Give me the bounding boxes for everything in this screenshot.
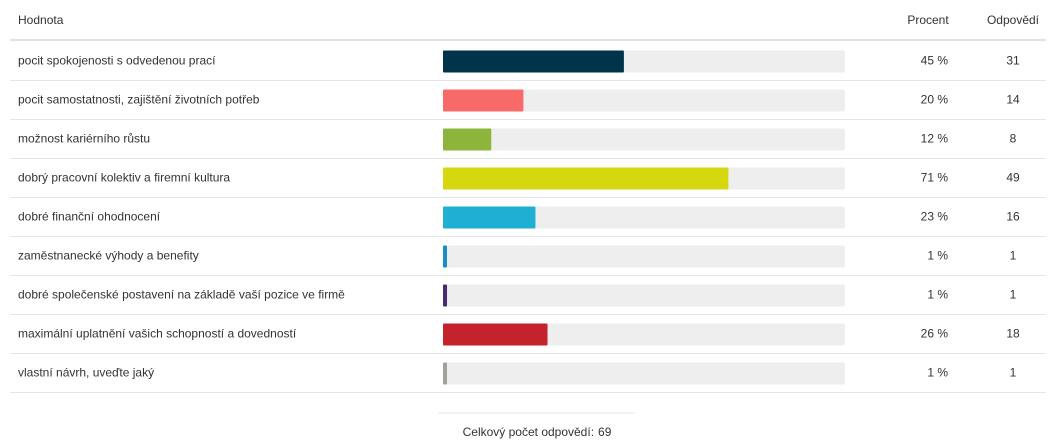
bar [443, 245, 448, 268]
bar [443, 89, 524, 112]
percent-label: 1 % [927, 249, 948, 263]
percent-label: 45 % [921, 54, 949, 68]
bar-track [443, 206, 845, 229]
bar [443, 167, 729, 190]
bar [443, 206, 536, 229]
percent-label: 71 % [921, 171, 949, 185]
row-label: pocit spokojenosti s odvedenou prací [18, 54, 216, 68]
count-label: 31 [1006, 54, 1020, 68]
bar-track [443, 245, 845, 268]
header-count: Odpovědí [987, 13, 1040, 27]
bar [443, 362, 448, 385]
total-value: 69 [598, 425, 612, 439]
row-label: maximální uplatnění vašich schopností a … [18, 327, 297, 341]
percent-label: 23 % [921, 210, 949, 224]
bar [443, 323, 548, 346]
row-label: dobré společenské postavení na základě v… [18, 288, 345, 302]
bar [443, 50, 624, 73]
header-percent: Procent [907, 13, 949, 27]
row-label: možnost kariérního růstu [18, 132, 150, 146]
count-label: 1 [1010, 366, 1017, 380]
count-label: 49 [1006, 171, 1020, 185]
bar-track [443, 89, 845, 112]
count-label: 1 [1010, 249, 1017, 263]
percent-label: 1 % [927, 366, 948, 380]
percent-label: 1 % [927, 288, 948, 302]
bar [443, 284, 448, 307]
header-label: Hodnota [18, 13, 64, 27]
header-rule [10, 39, 1046, 41]
row-label: vlastní návrh, uveďte jaký [18, 366, 154, 380]
count-label: 14 [1006, 93, 1020, 107]
bar-track [443, 284, 845, 307]
bar-track [443, 362, 845, 385]
count-label: 16 [1006, 210, 1020, 224]
row-label: dobrý pracovní kolektiv a firemní kultur… [18, 171, 230, 185]
count-label: 8 [1010, 132, 1017, 146]
row-label: pocit samostatnosti, zajištění životních… [18, 93, 260, 107]
percent-label: 20 % [921, 93, 949, 107]
percent-label: 12 % [921, 132, 949, 146]
count-label: 18 [1006, 327, 1020, 341]
bar-track [443, 128, 845, 151]
percent-label: 26 % [921, 327, 949, 341]
total-label: Celkový počet odpovědí: [463, 425, 594, 439]
count-label: 1 [1010, 288, 1017, 302]
row-label: zaměstnanecké výhody a benefity [18, 249, 199, 263]
footer-total: Celkový počet odpovědí: 69 [463, 425, 612, 439]
bar [443, 128, 492, 151]
row-label: dobré finanční ohodnocení [18, 210, 161, 224]
